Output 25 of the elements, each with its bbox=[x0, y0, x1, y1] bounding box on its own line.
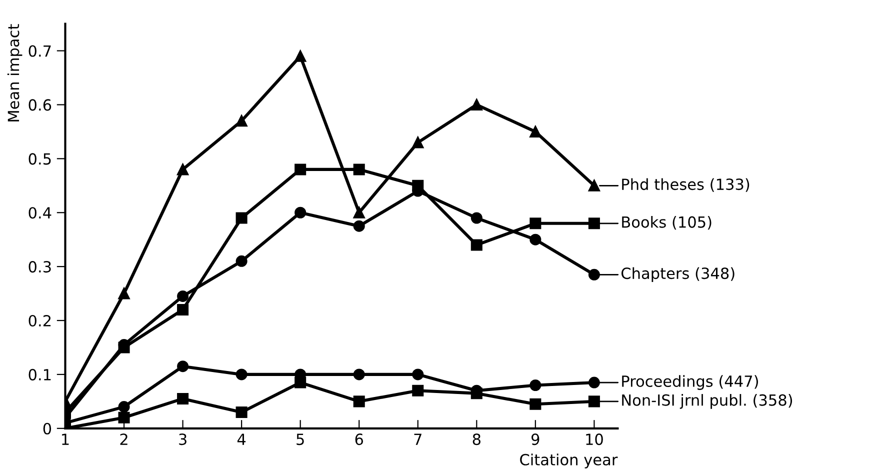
x-tick-label: 8 bbox=[472, 434, 480, 446]
y-tick-label: 0.7 bbox=[28, 45, 51, 57]
x-tick-label: 4 bbox=[237, 434, 246, 445]
y-tick-label: 0.2 bbox=[28, 314, 51, 327]
legend-label: Proceedings (447) bbox=[622, 375, 758, 390]
x-axis-title: Citation year bbox=[520, 454, 618, 468]
x-tick-label: 10 bbox=[586, 434, 603, 446]
x-tick-label: 7 bbox=[414, 434, 422, 445]
y-tick-label: 0.4 bbox=[28, 207, 52, 219]
legend-label: Chapters (348) bbox=[621, 267, 734, 282]
y-tick-label: 0.3 bbox=[28, 261, 51, 273]
y-tick-label: 0 bbox=[43, 422, 52, 434]
legend-label: Books (105) bbox=[622, 216, 712, 230]
y-tick-label: 0.1 bbox=[28, 368, 51, 380]
y-tick-label: 0.6 bbox=[28, 99, 52, 111]
y-tick-label: 0.5 bbox=[28, 153, 51, 165]
y-axis-title: Mean impact bbox=[7, 24, 22, 122]
legend-label: Phd theses (133) bbox=[622, 178, 750, 192]
x-tick-label: 6 bbox=[355, 434, 364, 446]
x-tick-label: 1 bbox=[62, 434, 69, 445]
x-tick-label: 5 bbox=[296, 434, 304, 446]
legend-label: Non-ISI jrnl publ. (358) bbox=[622, 394, 792, 409]
x-tick-label: 2 bbox=[120, 434, 128, 445]
x-tick-label: 3 bbox=[179, 434, 186, 446]
x-tick-label: 9 bbox=[532, 434, 540, 446]
